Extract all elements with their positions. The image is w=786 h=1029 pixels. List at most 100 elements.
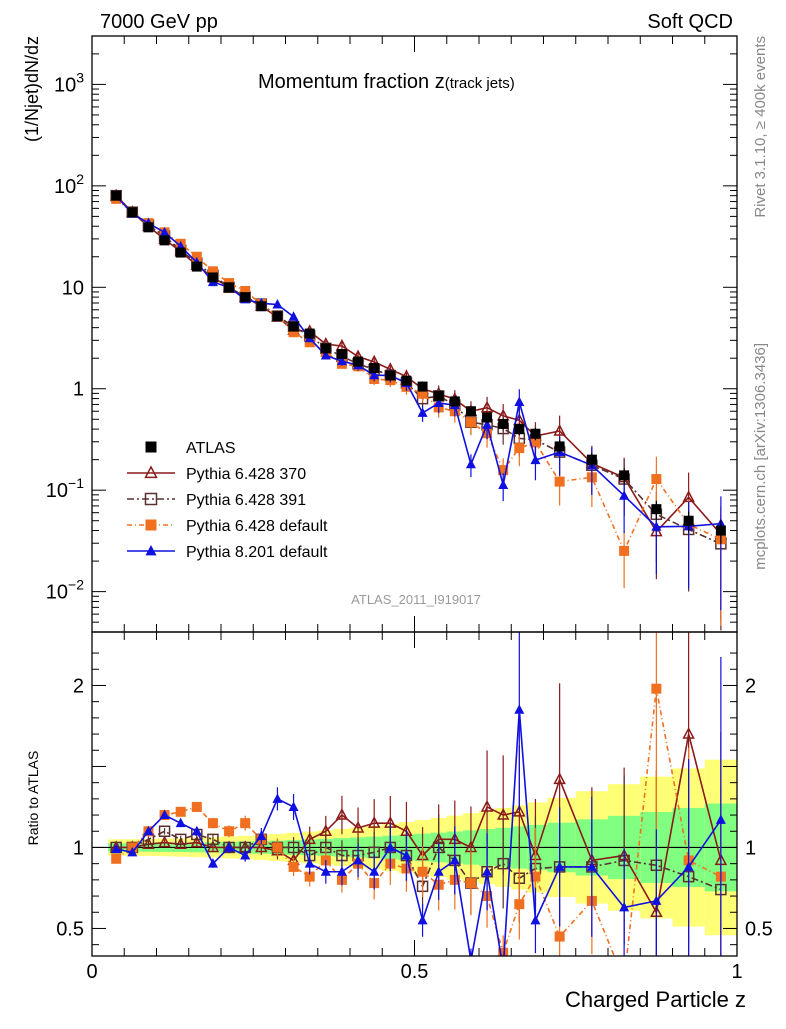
data-point xyxy=(336,355,347,366)
data-point xyxy=(111,853,122,864)
data-point xyxy=(207,858,218,868)
data-point xyxy=(174,837,187,849)
data-point xyxy=(417,388,428,399)
data-point xyxy=(369,369,380,380)
data-point xyxy=(514,443,525,454)
data-point xyxy=(206,840,220,853)
data-point xyxy=(619,490,630,500)
rivet-label: Rivet 3.1.10, ≥ 400k events xyxy=(752,36,769,218)
data-point xyxy=(256,301,267,312)
legend-marker xyxy=(145,441,157,453)
data-point xyxy=(465,458,476,469)
data-point xyxy=(651,504,662,515)
data-point xyxy=(207,833,219,846)
data-point xyxy=(351,820,365,833)
data-point xyxy=(651,521,662,531)
data-point xyxy=(554,441,565,452)
y-tick-label: 103 xyxy=(54,69,84,96)
data-point xyxy=(586,454,597,465)
data-point xyxy=(304,328,315,339)
ratio-tick-label: 0.5 xyxy=(745,918,773,940)
data-point xyxy=(385,841,396,852)
data-point xyxy=(255,840,268,853)
ratio-tick-label: 2 xyxy=(745,675,756,697)
data-point xyxy=(530,437,541,448)
chart-title: Momentum fraction z(track jets) xyxy=(258,71,515,93)
data-point xyxy=(401,850,412,860)
data-point xyxy=(367,816,381,828)
data-point xyxy=(336,866,347,876)
data-point xyxy=(619,470,630,481)
y-tick-label: 10−2 xyxy=(46,577,84,604)
data-point xyxy=(335,807,349,820)
data-point xyxy=(288,861,299,872)
data-point xyxy=(224,282,235,293)
data-point xyxy=(682,726,695,739)
data-point xyxy=(304,858,315,868)
data-point xyxy=(159,809,170,820)
data-point xyxy=(143,825,154,836)
data-point xyxy=(287,841,300,854)
series-line xyxy=(115,195,722,535)
data-point xyxy=(683,861,694,871)
data-point xyxy=(288,801,299,811)
data-point xyxy=(303,832,316,845)
data-point xyxy=(240,285,251,296)
data-point xyxy=(497,857,509,870)
data-point xyxy=(482,866,493,876)
data-point xyxy=(174,833,187,846)
data-point xyxy=(127,846,138,857)
y-tick-label: 10−1 xyxy=(46,475,84,502)
data-point xyxy=(272,299,283,309)
legend-label: Pythia 6.428 391 xyxy=(186,492,306,509)
data-point xyxy=(480,400,494,413)
data-point xyxy=(554,476,565,487)
data-point xyxy=(619,545,630,556)
data-point xyxy=(433,397,444,408)
data-point xyxy=(433,866,444,876)
data-point xyxy=(554,861,565,871)
data-point xyxy=(240,292,251,303)
data-point xyxy=(353,854,364,865)
mcplots-label: mcplots.cern.ch [arXiv:1306.3436] xyxy=(752,343,769,570)
series-line xyxy=(115,195,722,545)
legend-marker xyxy=(144,492,158,506)
series-line xyxy=(115,198,722,553)
data-point xyxy=(417,866,428,877)
data-point xyxy=(240,850,251,860)
legend-label: Pythia 8.201 default xyxy=(186,544,328,561)
header-right: Soft QCD xyxy=(647,11,733,33)
data-point xyxy=(158,835,171,848)
data-point xyxy=(159,226,170,237)
ratio-tick-label: 1 xyxy=(745,837,756,859)
data-point xyxy=(530,871,541,882)
data-point xyxy=(683,515,694,526)
data-point xyxy=(465,878,476,889)
data-point xyxy=(191,801,202,812)
data-point xyxy=(651,895,662,905)
data-point xyxy=(288,327,299,338)
data-point xyxy=(530,428,541,439)
data-point xyxy=(288,321,299,332)
legend-label: ATLAS xyxy=(186,440,236,457)
data-point xyxy=(433,390,444,401)
ratio-y-axis-label: Ratio to ATLAS xyxy=(25,751,41,846)
y-tick-label: 10 xyxy=(62,277,84,299)
data-point xyxy=(553,772,566,785)
x-tick-label: 1 xyxy=(731,961,742,983)
data-point xyxy=(530,454,541,465)
main-frame xyxy=(91,35,738,633)
y-tick-label: 1 xyxy=(73,379,84,401)
data-point xyxy=(554,931,565,942)
data-point xyxy=(514,424,525,435)
data-point xyxy=(175,806,186,817)
x-tick-label: 0 xyxy=(86,961,97,983)
ratio-tick-label: 1 xyxy=(73,837,84,859)
data-point xyxy=(288,311,299,321)
data-point xyxy=(224,841,235,852)
data-point xyxy=(353,356,364,367)
data-point xyxy=(498,963,508,973)
data-point xyxy=(514,396,525,407)
data-point xyxy=(320,866,331,876)
